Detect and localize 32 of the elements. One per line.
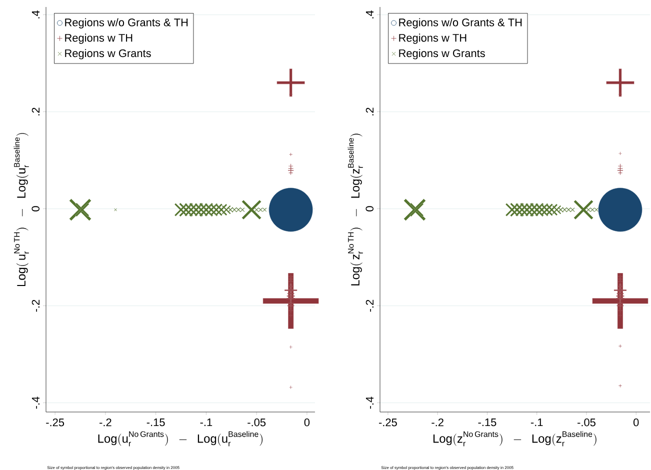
x-tick-label: -.05 [578,418,596,426]
legend-label: Regions w/o Grants & TH [399,18,522,28]
x-tick-label: -.1 [530,418,543,426]
legend-label: Regions w Grants [65,49,151,60]
y-tick-label: 0 [32,206,40,212]
legend-label: Regions w Grants [399,49,485,60]
y-axis-title: $\mathrm{Log(\,z}_{\mathrm{r}}^{\mathrm{No\,TH}}\mathrm{)\ \ -\ \ Log(z}_{\mathrm{r}}^{\mathrm{Baseline}}\mathrm{)}$ [348,134,363,286]
legend-label: Regions w TH [399,34,466,44]
y-tick-label: -.4 [32,396,40,409]
x-tick-label: 0 [304,418,310,426]
legend-label: Regions w TH [65,34,132,44]
y-tick-label: .2 [366,108,374,116]
y-tick-label: .4 [32,10,40,18]
x-tick-label: -.15 [478,418,496,426]
x-tick-label: -.25 [378,418,397,426]
x-tick-label: 0 [633,418,639,426]
x-tick-label: -.05 [248,418,266,426]
legend-label: Regions w/o Grants & TH [65,18,188,28]
y-tick-label: .2 [32,108,40,116]
x-tick-label: -.15 [146,418,165,426]
x-tick-label: -.2 [432,418,444,426]
y-tick-label: 0 [366,206,374,212]
y-tick-label: -.2 [366,300,374,312]
y-axis-title: $\mathrm{Log(\,u}_{\mathrm{r}}^{\mathrm{No\,TH}}\mathrm{)\ \ -\ \ Log(u}_{\mathrm{r}}^{\mathrm{Baseline}}\mathrm{)}$ [14,133,29,286]
x-axis-title: $\mathrm{Log(z}_{\mathrm{r}}^{\mathrm{No\,Grants}}\mathrm{)\ \ -\ \ Log(z}_{\mathrm{r}}^{\mathrm{Baseline}}\mathrm{)}$ [433,431,596,446]
x-axis-title: $\mathrm{Log(u}_{\mathrm{r}}^{\mathrm{No\,Grants}}\mathrm{)\ \ -\ \ Log(u}_{\mathrm{r}}^{\mathrm{Baseline}}\mathrm{)}$ [98,431,263,446]
x-tick-label: -.2 [100,418,112,426]
x-tick-label: -.1 [200,418,212,426]
y-tick-label: -.2 [32,300,40,312]
y-tick-label: -.4 [366,396,374,409]
y-tick-label: .4 [366,10,374,18]
x-tick-label: -.25 [46,418,64,426]
